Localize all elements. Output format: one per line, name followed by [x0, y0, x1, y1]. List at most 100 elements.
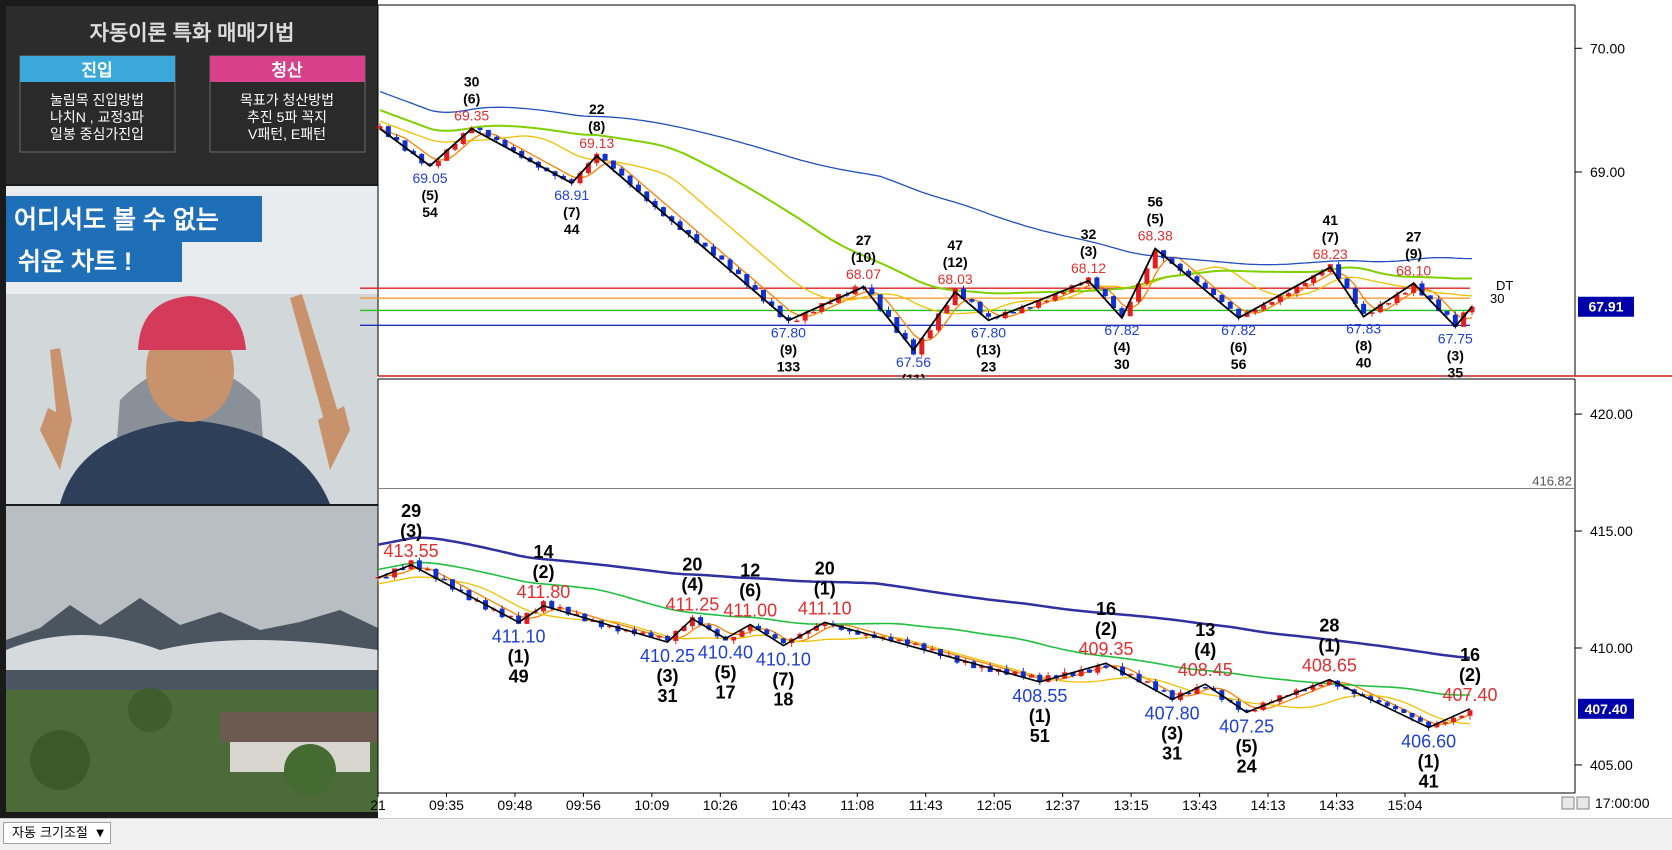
- candle-body: [1368, 696, 1374, 701]
- swing-bar-count: 20: [815, 558, 835, 578]
- candle-body: [435, 160, 441, 167]
- candle-body: [449, 579, 455, 590]
- candles: [377, 123, 1475, 357]
- candle-body: [1027, 307, 1033, 309]
- price-axis[interactable]: 70.00 69.00 67.91: [1575, 40, 1634, 317]
- zoom-out-icon[interactable]: [1561, 796, 1575, 810]
- candle-body: [594, 153, 600, 164]
- candle-body: [610, 160, 616, 169]
- candle-body: [1419, 283, 1425, 296]
- candle-body: [698, 617, 704, 626]
- candle-body: [1186, 692, 1192, 695]
- candle-body: [607, 625, 613, 628]
- landscape-video: [6, 506, 378, 812]
- swing-bar-count: 31: [1162, 743, 1182, 763]
- candle-body: [785, 317, 791, 321]
- swing-wave-number: (6): [739, 581, 761, 601]
- swing-wave-number: (3): [400, 521, 422, 541]
- swing-labels: 413.55(3)29411.10(1)49411.80(2)14410.25(…: [384, 501, 1498, 792]
- candle-body: [574, 613, 580, 616]
- swing-low-price: 67.75: [1438, 331, 1473, 347]
- candle-body: [1211, 288, 1217, 295]
- candle-body: [565, 606, 571, 615]
- candle-body: [894, 317, 900, 333]
- reference-value: 416.82: [1532, 473, 1572, 488]
- entry-header: [20, 56, 175, 82]
- candle-body: [1127, 301, 1133, 317]
- swing-bar-count: 40: [1356, 355, 1372, 371]
- swing-low-price: 407.25: [1219, 716, 1274, 736]
- candle-body: [1311, 275, 1317, 283]
- promo-panel: 자동이론 특화 매매기법 진입 눌림목 진입방법 나치N , 교정3파 일봉 중…: [0, 0, 378, 818]
- finger-left-icon: [50, 348, 72, 430]
- candle-body: [986, 313, 992, 317]
- exit-line: V패턴, E패턴: [248, 126, 326, 142]
- horizontal-levels: [360, 287, 1470, 326]
- candle-body: [394, 136, 400, 141]
- chart-toolbar[interactable]: [1561, 796, 1590, 810]
- swing-high-price: 413.55: [384, 541, 439, 561]
- candle-body: [921, 643, 927, 650]
- candle-body: [1402, 292, 1408, 295]
- candle-body: [1052, 293, 1058, 301]
- candle-body: [1269, 302, 1275, 305]
- candle-body: [1011, 311, 1017, 314]
- candle-body: [1452, 314, 1458, 327]
- axis-tick-label: 420.00: [1590, 406, 1633, 422]
- swing-bar-count: 13: [1195, 620, 1215, 640]
- moving-averages: [379, 90, 1473, 342]
- candle-body: [477, 127, 483, 130]
- candle-body: [822, 623, 828, 627]
- wave-line: [379, 127, 1473, 352]
- candle-body: [1045, 675, 1051, 682]
- candle-body: [1461, 312, 1467, 327]
- swing-wave-number: (5): [421, 187, 438, 203]
- swing-bar-count: 30: [464, 74, 480, 90]
- candle-body: [1153, 681, 1159, 691]
- swing-wave-number: (2): [1459, 665, 1481, 685]
- time-tick-label: 12:05: [977, 797, 1012, 813]
- zoom-in-icon[interactable]: [1576, 796, 1590, 810]
- candle-body: [744, 274, 750, 286]
- top-chart[interactable]: 69.05(5)5469.35(6)3068.91(7)4469.13(8)22…: [360, 0, 1672, 404]
- swing-bar-count: 20: [682, 555, 702, 575]
- candle-body: [1120, 666, 1126, 676]
- screen: 자동이론 특화 매매기법 진입 눌림목 진입방법 나치N , 교정3파 일봉 중…: [0, 0, 1672, 818]
- swing-low-price: 408.55: [1012, 686, 1067, 706]
- swing-bar-count: 32: [1081, 226, 1097, 242]
- candle-body: [813, 626, 819, 631]
- end-time: 17:00:00: [1595, 795, 1650, 811]
- candle-body: [1061, 292, 1067, 294]
- candle-body: [1244, 312, 1250, 317]
- swing-high-price: 68.23: [1313, 246, 1348, 262]
- tree-icon: [284, 744, 336, 796]
- candle-body: [660, 207, 666, 217]
- candle-body: [383, 576, 389, 579]
- axis-tick-label: 70.00: [1590, 40, 1625, 56]
- candle-body: [1202, 687, 1208, 689]
- swing-bar-count: 44: [564, 221, 580, 237]
- candle-body: [877, 294, 883, 311]
- candle-body: [644, 191, 650, 201]
- time-tick-label: 10:43: [771, 797, 806, 813]
- swing-wave-number: (6): [1230, 339, 1247, 355]
- swing-bar-count: 24: [1237, 756, 1257, 776]
- bottom-chart[interactable]: 416.82 413.55(3)29411.10(1)49411.80(2)14…: [370, 378, 1672, 818]
- swing-wave-number: (5): [1236, 736, 1258, 756]
- axis-tick-label: 405.00: [1590, 757, 1633, 773]
- candle-body: [1078, 669, 1084, 676]
- candle-body: [944, 305, 950, 314]
- swing-low-price: 67.56: [896, 354, 931, 370]
- candle-body: [1277, 296, 1283, 303]
- candle-body: [385, 126, 391, 137]
- swing-bar-count: 16: [1460, 645, 1480, 665]
- swing-bar-count: 28: [1319, 616, 1339, 636]
- candle-body: [764, 629, 770, 635]
- swing-bar-count: 22: [589, 101, 605, 117]
- candle-body: [444, 149, 450, 161]
- swing-bar-count: 14: [533, 542, 553, 562]
- price-axis[interactable]: 420.00 415.00 410.00 405.00 407.40: [1575, 406, 1634, 773]
- time-tick-label: 14:33: [1319, 797, 1354, 813]
- autosize-dropdown[interactable]: 자동 크기조절 ▼: [3, 822, 111, 844]
- candle-body: [1318, 685, 1324, 687]
